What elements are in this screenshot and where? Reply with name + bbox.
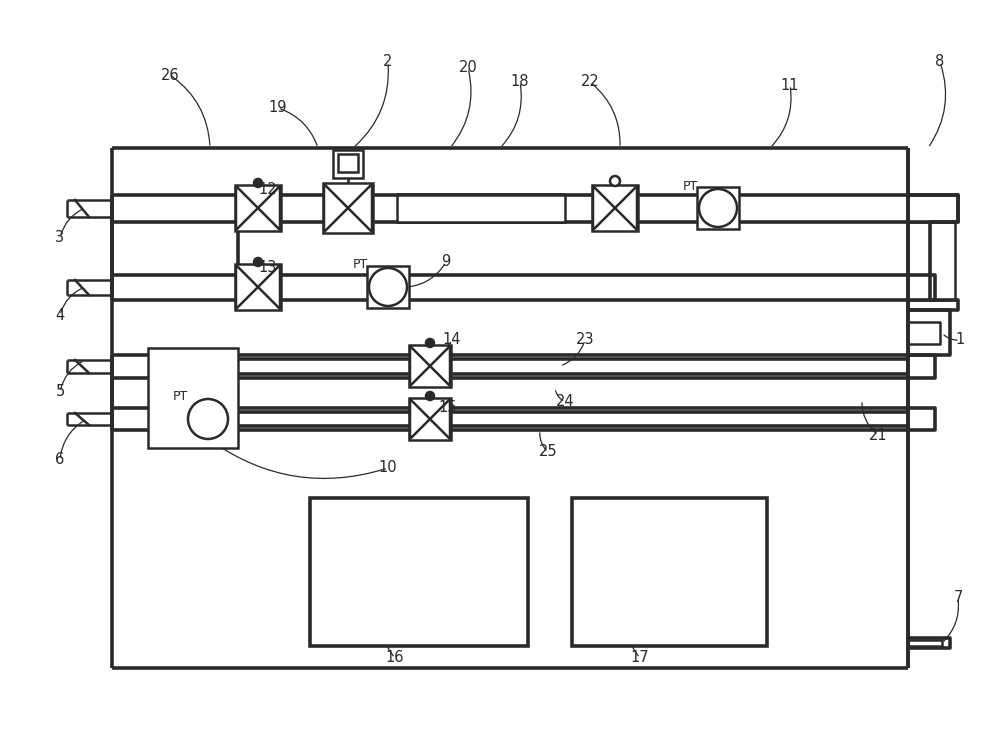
Bar bbox=[148, 348, 238, 448]
Polygon shape bbox=[236, 186, 258, 230]
Circle shape bbox=[188, 399, 228, 439]
Bar bbox=[338, 154, 358, 172]
Circle shape bbox=[369, 268, 407, 306]
Bar bbox=[235, 264, 281, 310]
Polygon shape bbox=[410, 399, 430, 439]
Text: 19: 19 bbox=[269, 101, 287, 115]
Bar bbox=[323, 183, 373, 233]
Text: 11: 11 bbox=[781, 78, 799, 92]
Polygon shape bbox=[236, 265, 258, 309]
Text: 14: 14 bbox=[443, 333, 461, 347]
Text: 26: 26 bbox=[161, 68, 179, 82]
Circle shape bbox=[426, 339, 434, 347]
Text: 8: 8 bbox=[935, 54, 945, 70]
Bar bbox=[235, 185, 281, 231]
Text: 17: 17 bbox=[631, 650, 649, 666]
Text: 6: 6 bbox=[55, 452, 65, 468]
Bar bbox=[367, 266, 409, 308]
Text: 10: 10 bbox=[379, 460, 397, 476]
Circle shape bbox=[254, 258, 262, 266]
Polygon shape bbox=[615, 186, 637, 230]
Bar bbox=[409, 398, 451, 440]
Text: 4: 4 bbox=[55, 308, 65, 322]
Polygon shape bbox=[324, 184, 348, 232]
Text: 20: 20 bbox=[459, 60, 477, 76]
Text: 12: 12 bbox=[259, 183, 277, 197]
Polygon shape bbox=[430, 399, 450, 439]
Bar bbox=[409, 345, 451, 387]
Bar bbox=[697, 187, 739, 229]
Bar bbox=[333, 150, 363, 178]
Text: 1: 1 bbox=[955, 333, 965, 347]
Polygon shape bbox=[258, 186, 280, 230]
Circle shape bbox=[699, 189, 737, 227]
Text: 16: 16 bbox=[386, 650, 404, 666]
Bar bbox=[592, 185, 638, 231]
Bar bbox=[310, 498, 528, 646]
Text: 22: 22 bbox=[581, 74, 599, 90]
Text: 3: 3 bbox=[55, 230, 65, 245]
Text: 24: 24 bbox=[556, 394, 574, 410]
Text: 7: 7 bbox=[953, 590, 963, 606]
Polygon shape bbox=[430, 346, 450, 386]
Polygon shape bbox=[593, 186, 615, 230]
Text: 25: 25 bbox=[539, 445, 557, 459]
Text: 21: 21 bbox=[869, 427, 887, 443]
Text: 15: 15 bbox=[439, 401, 457, 415]
Text: PT: PT bbox=[352, 258, 368, 272]
Circle shape bbox=[610, 176, 620, 186]
Text: 2: 2 bbox=[383, 54, 393, 70]
Polygon shape bbox=[410, 346, 430, 386]
Polygon shape bbox=[348, 184, 372, 232]
Text: PT: PT bbox=[682, 180, 698, 192]
Text: 23: 23 bbox=[576, 333, 594, 347]
Text: 5: 5 bbox=[55, 385, 65, 399]
Text: 18: 18 bbox=[511, 74, 529, 90]
Circle shape bbox=[426, 392, 434, 400]
Text: 9: 9 bbox=[441, 255, 451, 269]
Circle shape bbox=[254, 179, 262, 187]
Bar bbox=[572, 498, 767, 646]
Polygon shape bbox=[258, 265, 280, 309]
Text: PT: PT bbox=[172, 390, 188, 404]
Bar bbox=[397, 195, 565, 222]
Text: 13: 13 bbox=[259, 261, 277, 275]
